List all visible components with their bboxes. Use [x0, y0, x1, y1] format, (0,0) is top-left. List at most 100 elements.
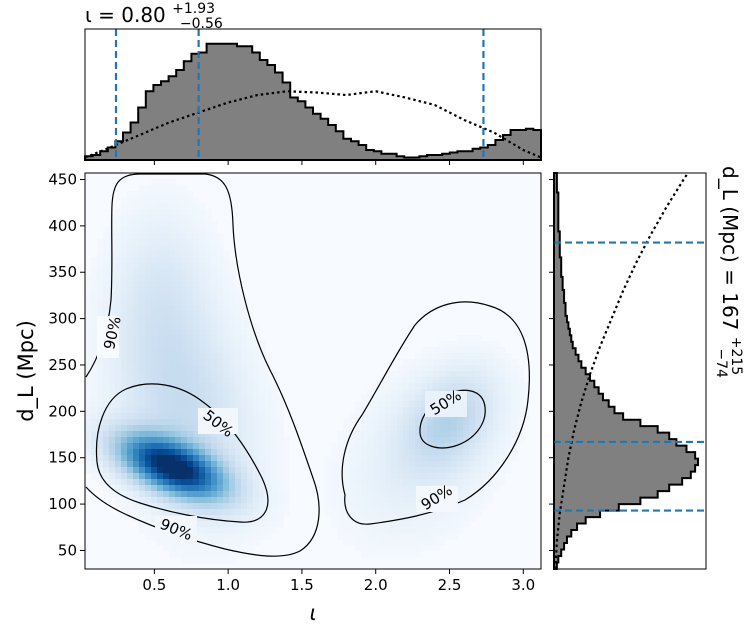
density-cell	[127, 431, 134, 438]
density-cell	[157, 509, 164, 516]
density-cell	[505, 383, 512, 390]
density-cell	[91, 401, 98, 408]
density-cell	[121, 443, 128, 450]
density-cell	[139, 281, 146, 288]
density-cell	[139, 503, 146, 510]
density-cell	[175, 197, 182, 204]
density-cell	[169, 263, 176, 270]
density-cell	[493, 431, 500, 438]
density-cell	[511, 407, 518, 414]
density-cell	[343, 425, 350, 432]
density-cell	[169, 311, 176, 318]
density-cell	[451, 347, 458, 354]
density-cell	[103, 365, 110, 372]
density-cell	[451, 425, 458, 432]
density-cell	[223, 473, 230, 480]
density-cell	[469, 485, 476, 492]
density-cell	[241, 491, 248, 498]
density-cell	[145, 377, 152, 384]
density-cell	[139, 287, 146, 294]
density-cell	[487, 395, 494, 402]
density-cell	[229, 443, 236, 450]
density-cell	[433, 539, 440, 546]
density-cell	[151, 227, 158, 234]
top-title: ι = 0.80 +1.93 −0.56	[85, 0, 223, 32]
density-cell	[85, 329, 92, 336]
density-cell	[223, 335, 230, 342]
density-cell	[367, 431, 374, 438]
density-cell	[187, 377, 194, 384]
density-cell	[403, 485, 410, 492]
density-cell	[133, 215, 140, 222]
density-cell	[277, 485, 284, 492]
density-cell	[157, 251, 164, 258]
density-cell	[175, 539, 182, 546]
density-cell	[247, 485, 254, 492]
density-cell	[391, 497, 398, 504]
density-cell	[481, 437, 488, 444]
density-cell	[409, 467, 416, 474]
density-cell	[199, 551, 206, 558]
density-cell	[493, 401, 500, 408]
density-cell	[397, 461, 404, 468]
density-cell	[409, 443, 416, 450]
density-cell	[103, 299, 110, 306]
density-cell	[427, 365, 434, 372]
density-cell	[469, 479, 476, 486]
density-cell	[235, 473, 242, 480]
density-cell	[259, 353, 266, 360]
density-cell	[217, 515, 224, 522]
density-cell	[391, 419, 398, 426]
density-cell	[97, 383, 104, 390]
density-cell	[229, 293, 236, 300]
density-cell	[187, 353, 194, 360]
density-cell	[181, 329, 188, 336]
density-cell	[403, 449, 410, 456]
density-cell	[517, 425, 524, 432]
density-cell	[199, 257, 206, 264]
density-cell	[469, 371, 476, 378]
density-cell	[199, 335, 206, 342]
density-cell	[139, 371, 146, 378]
density-cell	[361, 419, 368, 426]
density-cell	[499, 401, 506, 408]
density-cell	[445, 353, 452, 360]
density-cell	[205, 275, 212, 282]
density-cell	[265, 485, 272, 492]
density-cell	[499, 389, 506, 396]
density-cell	[115, 239, 122, 246]
density-cell	[415, 377, 422, 384]
density-cell	[85, 395, 92, 402]
density-cell	[421, 431, 428, 438]
density-cell	[187, 407, 194, 414]
density-cell	[163, 539, 170, 546]
density-cell	[385, 371, 392, 378]
right-title: d_L (Mpc) = 167 +215 −74	[713, 166, 751, 382]
density-cell	[391, 467, 398, 474]
density-cell	[103, 269, 110, 276]
density-cell	[187, 545, 194, 552]
density-cell	[139, 329, 146, 336]
density-cell	[223, 377, 230, 384]
density-cell	[205, 341, 212, 348]
density-cell	[157, 335, 164, 342]
density-cell	[97, 359, 104, 366]
density-cell	[199, 467, 206, 474]
density-cell	[367, 551, 374, 558]
density-cell	[139, 251, 146, 258]
density-cell	[445, 347, 452, 354]
density-cell	[451, 455, 458, 462]
density-cell	[247, 341, 254, 348]
density-cell	[283, 509, 290, 516]
density-cell	[229, 275, 236, 282]
density-cell	[223, 311, 230, 318]
density-cell	[139, 443, 146, 450]
density-cell	[169, 281, 176, 288]
density-cell	[337, 461, 344, 468]
density-cell	[157, 179, 164, 186]
density-cell	[247, 533, 254, 540]
density-cell	[157, 317, 164, 324]
density-cell	[109, 293, 116, 300]
density-cell	[259, 461, 266, 468]
density-cell	[391, 479, 398, 486]
